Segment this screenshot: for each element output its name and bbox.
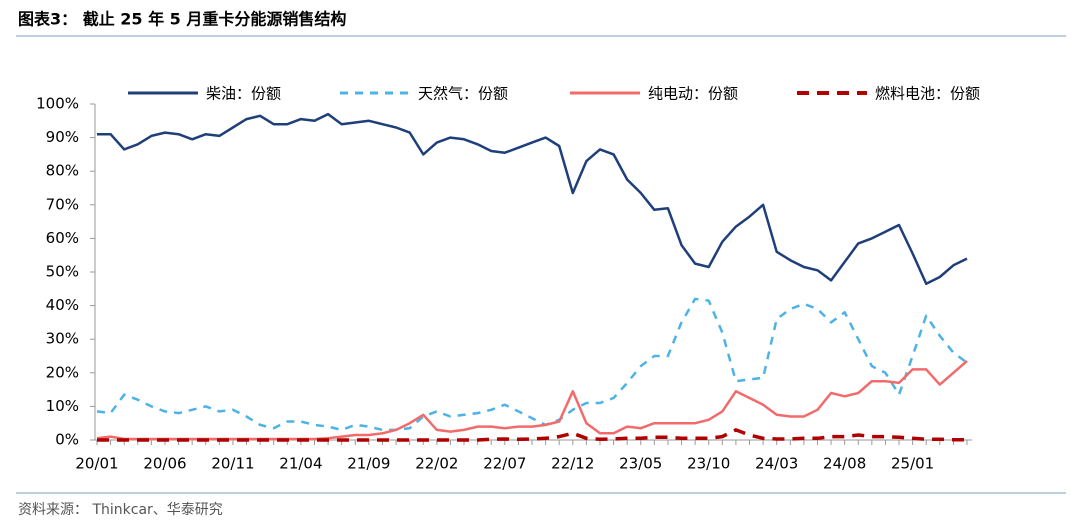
series-line (97, 428, 967, 442)
x-tick-label: 21/04 (279, 455, 322, 473)
y-tick-label: 40% (46, 296, 79, 314)
y-tick-label: 70% (46, 195, 79, 213)
y-tick-label: 20% (46, 363, 79, 381)
y-tick-label: 30% (46, 330, 79, 348)
series-line (97, 112, 968, 286)
legend-label: 天然气：份额 (418, 85, 508, 103)
series-line (96, 360, 968, 441)
x-tick-label: 20/11 (211, 455, 254, 473)
chart-title: 图表3： 截止 25 年 5 月重卡分能源销售结构 (18, 10, 346, 29)
y-tick-label: 100% (36, 95, 79, 113)
x-tick-label: 24/08 (823, 455, 866, 473)
x-tick-label: 24/03 (755, 455, 798, 473)
x-tick-label: 22/07 (483, 455, 526, 473)
x-tick-label: 22/12 (551, 455, 594, 473)
x-tick-label: 23/05 (619, 455, 662, 473)
y-tick-label: 60% (46, 229, 79, 247)
x-tick-label: 25/01 (891, 455, 934, 473)
x-tick-label: 21/09 (347, 455, 390, 473)
y-tick-label: 80% (46, 162, 79, 180)
x-tick-label: 22/02 (415, 455, 458, 473)
y-tick-label: 50% (46, 263, 79, 281)
legend-label: 纯电动：份额 (648, 85, 738, 103)
legend-label: 柴油：份额 (206, 85, 281, 103)
y-tick-label: 90% (46, 128, 79, 146)
y-tick-label: 10% (46, 397, 79, 415)
source: 资料来源： Thinkcar、华泰研究 (18, 502, 223, 518)
x-tick-label: 20/01 (75, 455, 118, 473)
legend-label: 燃料电池：份额 (875, 85, 980, 103)
y-tick-label: 0% (55, 431, 79, 449)
x-tick-label: 20/06 (143, 455, 186, 473)
series-line (96, 297, 968, 432)
x-tick-label: 23/10 (687, 455, 730, 473)
